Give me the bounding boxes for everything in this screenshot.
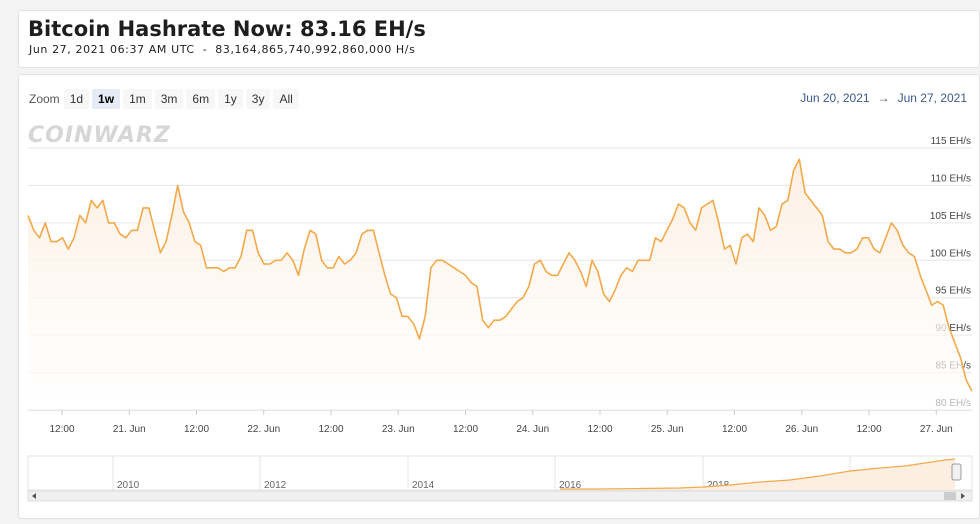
navigator-year-label: 2010 (117, 480, 140, 491)
x-tick-label: 12:00 (856, 424, 881, 435)
y-tick-label: 95 EH/s (935, 286, 971, 297)
range-to-input[interactable]: Jun 27, 2021 (897, 91, 967, 105)
x-tick-label: 25. Jun (651, 424, 684, 435)
date-range: Jun 20, 2021 → Jun 27, 2021 (800, 91, 967, 105)
y-tick-label: 90 EH/s (935, 323, 971, 334)
y-tick-label: 115 EH/s (931, 136, 971, 147)
x-tick-label: 12:00 (184, 424, 209, 435)
y-tick-label: 100 EH/s (930, 248, 971, 259)
x-tick-label: 12:00 (49, 424, 74, 435)
x-tick-label: 26. Jun (785, 424, 818, 435)
x-tick-label: 12:00 (318, 424, 343, 435)
series-layer (27, 158, 973, 410)
scroll-right-icon[interactable] (961, 493, 965, 499)
timestamp-line: Jun 27, 2021 06:37 AM UTC -83,164,865,740… (29, 43, 415, 56)
navigator-line (560, 458, 956, 490)
zoom-all-button[interactable]: All (273, 89, 299, 109)
navigator-handle (951, 463, 962, 481)
x-tick-label: 23. Jun (382, 424, 415, 435)
page-title: Bitcoin Hashrate Now: 83.16 EH/s (28, 17, 426, 41)
header-card: Bitcoin Hashrate Now: 83.16 EH/s Jun 27,… (18, 10, 980, 68)
y-tick-label: 105 EH/s (930, 211, 971, 222)
zoom-3y-button[interactable]: 3y (245, 89, 271, 109)
x-axis-labels: 12:00 21. Jun 12:00 22. Jun 12:00 23. Jun 12:0… (28, 409, 972, 435)
y-tick-label: 110 EH/s (931, 173, 971, 184)
navigator-year-label: 2014 (412, 480, 435, 491)
zoom-1m-button[interactable]: 1m (123, 89, 152, 109)
x-tick-label: 22. Jun (247, 424, 280, 435)
timestamp: Jun 27, 2021 06:37 AM UTC (29, 43, 195, 56)
navigator-year-label: 2016 (559, 480, 582, 491)
x-tick-label: 27. Jun (920, 424, 953, 435)
hashrate-area (28, 159, 972, 410)
scrollbar-thumb[interactable] (944, 492, 956, 500)
x-tick-label: 24. Jun (516, 424, 549, 435)
x-tick-label: 12:00 (722, 424, 747, 435)
zoom-6m-button[interactable]: 6m (186, 89, 216, 109)
navigator[interactable]: 201020122014201620182020 (27, 455, 973, 502)
zoom-3m-button[interactable]: 3m (154, 89, 184, 109)
scroll-left-icon[interactable] (32, 493, 36, 499)
separator: - (202, 43, 208, 56)
range-arrow-icon: → (877, 91, 890, 105)
full-hashrate-value: 83,164,865,740,992,860,000 H/s (215, 43, 416, 56)
x-tick-label: 21. Jun (113, 424, 146, 435)
zoom-1d-button[interactable]: 1d (63, 89, 90, 109)
x-tick-label: 12:00 (587, 424, 612, 435)
scrollbar-track (27, 490, 973, 502)
zoom-1y-button[interactable]: 1y (218, 89, 243, 109)
x-tick-label: 12:00 (453, 424, 478, 435)
zoom-label: Zoom (29, 92, 60, 106)
coinwarz-watermark: COINWARZ (28, 123, 171, 148)
navigator-area (560, 459, 955, 490)
range-from-input[interactable]: Jun 20, 2021 (800, 91, 870, 105)
zoom-bar: Zoom 1d 1w 1m 3m 6m 1y 3y All (29, 89, 302, 109)
zoom-1w-button[interactable]: 1w (92, 89, 121, 109)
hashrate-line (27, 158, 973, 392)
navigator-year-label: 2012 (264, 480, 287, 491)
